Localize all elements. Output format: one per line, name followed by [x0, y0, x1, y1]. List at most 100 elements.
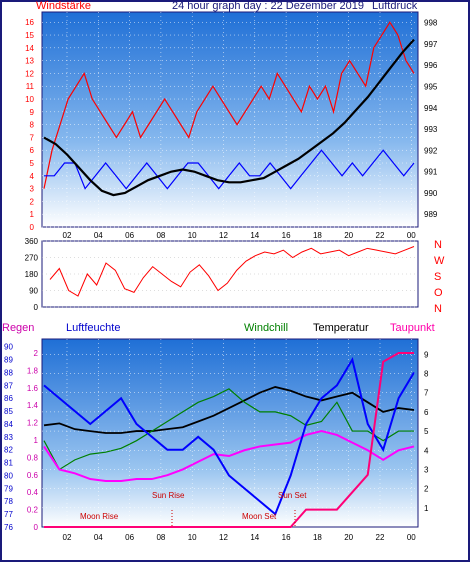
temperature-y-tick-label: 5 — [424, 427, 429, 436]
temperature-x-tick-label: 06 — [125, 533, 134, 542]
pressure-y-tick-label: 990 — [424, 189, 438, 198]
wind-x-tick-label: 06 — [125, 231, 134, 240]
wind-x-tick-label: 02 — [63, 231, 72, 240]
wind-y-tick-label: 4 — [30, 172, 35, 181]
humidity-y-tick-label: 77 — [4, 510, 13, 519]
compass-label: N — [434, 239, 442, 251]
humidity-y-tick-label: 87 — [4, 381, 13, 390]
wind-x-tick-label: 08 — [156, 231, 165, 240]
humidity-legend-label: Luftfeuchte — [66, 322, 120, 334]
humidity-y-tick-label: 88 — [4, 368, 13, 377]
humidity-y-tick-label: 90 — [4, 343, 13, 352]
temperature-x-tick-label: 10 — [188, 533, 197, 542]
direction-y-tick-label: 0 — [34, 303, 39, 312]
temperature-x-tick-label: 00 — [407, 533, 416, 542]
temperature-x-tick-label: 22 — [376, 533, 385, 542]
wind-x-tick-label: 10 — [188, 231, 197, 240]
humidity-y-tick-label: 79 — [4, 484, 13, 493]
rain-y-tick-label: 0 — [34, 523, 39, 532]
humidity-y-tick-label: 82 — [4, 446, 13, 455]
pressure-y-tick-label: 997 — [424, 40, 438, 49]
temperature-y-tick-label: 2 — [424, 485, 429, 494]
humidity-y-tick-label: 80 — [4, 471, 13, 480]
rain-y-tick-label: 1.4 — [27, 401, 39, 410]
temperature-x-tick-label: 20 — [344, 533, 353, 542]
pressure-y-tick-label: 995 — [424, 83, 438, 92]
dewpoint-legend-label: Taupunkt — [390, 322, 435, 334]
humidity-y-tick-label: 76 — [4, 523, 13, 532]
wind-y-tick-label: 10 — [25, 95, 34, 104]
rain-y-tick-label: 1.6 — [27, 384, 39, 393]
wind-y-tick-label: 5 — [30, 159, 35, 168]
humidity-y-tick-label: 78 — [4, 497, 13, 506]
rain-y-tick-label: 1.8 — [27, 366, 39, 375]
wind-y-tick-label: 6 — [30, 146, 35, 155]
wind-max-line — [43, 21, 415, 189]
temperature-x-tick-label: 08 — [156, 533, 165, 542]
direction-y-tick-label: 270 — [25, 254, 39, 263]
temperature-x-tick-label: 02 — [63, 533, 72, 542]
humidity-y-tick-label: 89 — [4, 356, 13, 365]
temperature-y-tick-label: 6 — [424, 408, 429, 417]
moon-rise-label: Moon Rise — [80, 512, 119, 521]
windchill-line — [43, 388, 414, 471]
temperature-x-tick-label: 04 — [94, 533, 103, 542]
moon-set-label: Moon Set — [242, 512, 277, 521]
pressure-y-tick-label: 998 — [424, 19, 438, 28]
wind-y-tick-label: 3 — [30, 185, 35, 194]
pressure-label: Luftdruck — [372, 0, 418, 12]
rain-y-tick-label: 0.6 — [27, 471, 39, 480]
wind-y-tick-label: 7 — [30, 133, 35, 142]
temperature-y-tick-label: 8 — [424, 370, 429, 379]
wind-x-tick-label: 04 — [94, 231, 103, 240]
rain-y-tick-label: 0.2 — [27, 506, 39, 515]
temperature-x-tick-label: 18 — [313, 533, 322, 542]
wind-x-tick-label: 14 — [250, 231, 259, 240]
sun-set-label: Sun Set — [278, 491, 307, 500]
pressure-y-tick-label: 992 — [424, 146, 438, 155]
wind-average-line — [44, 149, 415, 190]
wind-y-tick-label: 12 — [25, 69, 34, 78]
pressure-y-tick-label: 991 — [424, 168, 438, 177]
temperature-y-tick-label: 3 — [424, 465, 429, 474]
wind-x-tick-label: 16 — [282, 231, 291, 240]
wind-x-tick-label: 12 — [219, 231, 228, 240]
wind-y-tick-label: 13 — [25, 57, 34, 66]
direction-y-tick-label: 180 — [25, 270, 39, 279]
temperature-x-tick-label: 16 — [282, 533, 291, 542]
temperature-x-tick-label: 14 — [250, 533, 259, 542]
pressure-y-tick-label: 996 — [424, 61, 438, 70]
direction-y-tick-label: 360 — [25, 237, 39, 246]
rain-y-tick-label: 2 — [34, 349, 39, 358]
temperature-y-tick-label: 9 — [424, 350, 429, 359]
rain-y-tick-label: 0.4 — [27, 488, 39, 497]
wind-y-tick-label: 14 — [25, 44, 34, 53]
humidity-y-tick-label: 81 — [4, 459, 13, 468]
temperature-y-tick-label: 4 — [424, 446, 429, 455]
temperature-x-tick-label: 12 — [219, 533, 228, 542]
compass-label: S — [434, 271, 441, 283]
wind-x-tick-label: 20 — [344, 231, 353, 240]
rain-y-tick-label: 1.2 — [27, 419, 39, 428]
pressure-line — [43, 38, 415, 197]
taupunkt-line — [43, 430, 415, 482]
wind-strength-label: Windstärke — [36, 0, 92, 12]
wind-direction-line — [49, 246, 415, 297]
pressure-y-tick-label: 993 — [424, 125, 438, 134]
humidity-y-tick-label: 83 — [4, 433, 13, 442]
rain-legend-label: Regen — [2, 322, 34, 334]
humidity-y-tick-label: 84 — [4, 420, 13, 429]
temperatur-line — [43, 386, 415, 434]
wind-y-tick-label: 11 — [26, 82, 35, 91]
humidity-y-tick-label: 85 — [4, 407, 13, 416]
wind-y-tick-label: 2 — [30, 197, 35, 206]
windchill-legend-label: Windchill — [244, 322, 288, 334]
wind-y-tick-label: 0 — [30, 223, 35, 232]
regen-line — [44, 352, 414, 528]
chart-title: 24 hour graph day : 22 Dezember 2019 — [172, 0, 365, 12]
rain-y-tick-label: 0.8 — [27, 453, 39, 462]
wind-y-tick-label: 1 — [30, 210, 35, 219]
temperature-y-tick-label: 7 — [424, 389, 429, 398]
wind-y-tick-label: 16 — [25, 18, 34, 27]
